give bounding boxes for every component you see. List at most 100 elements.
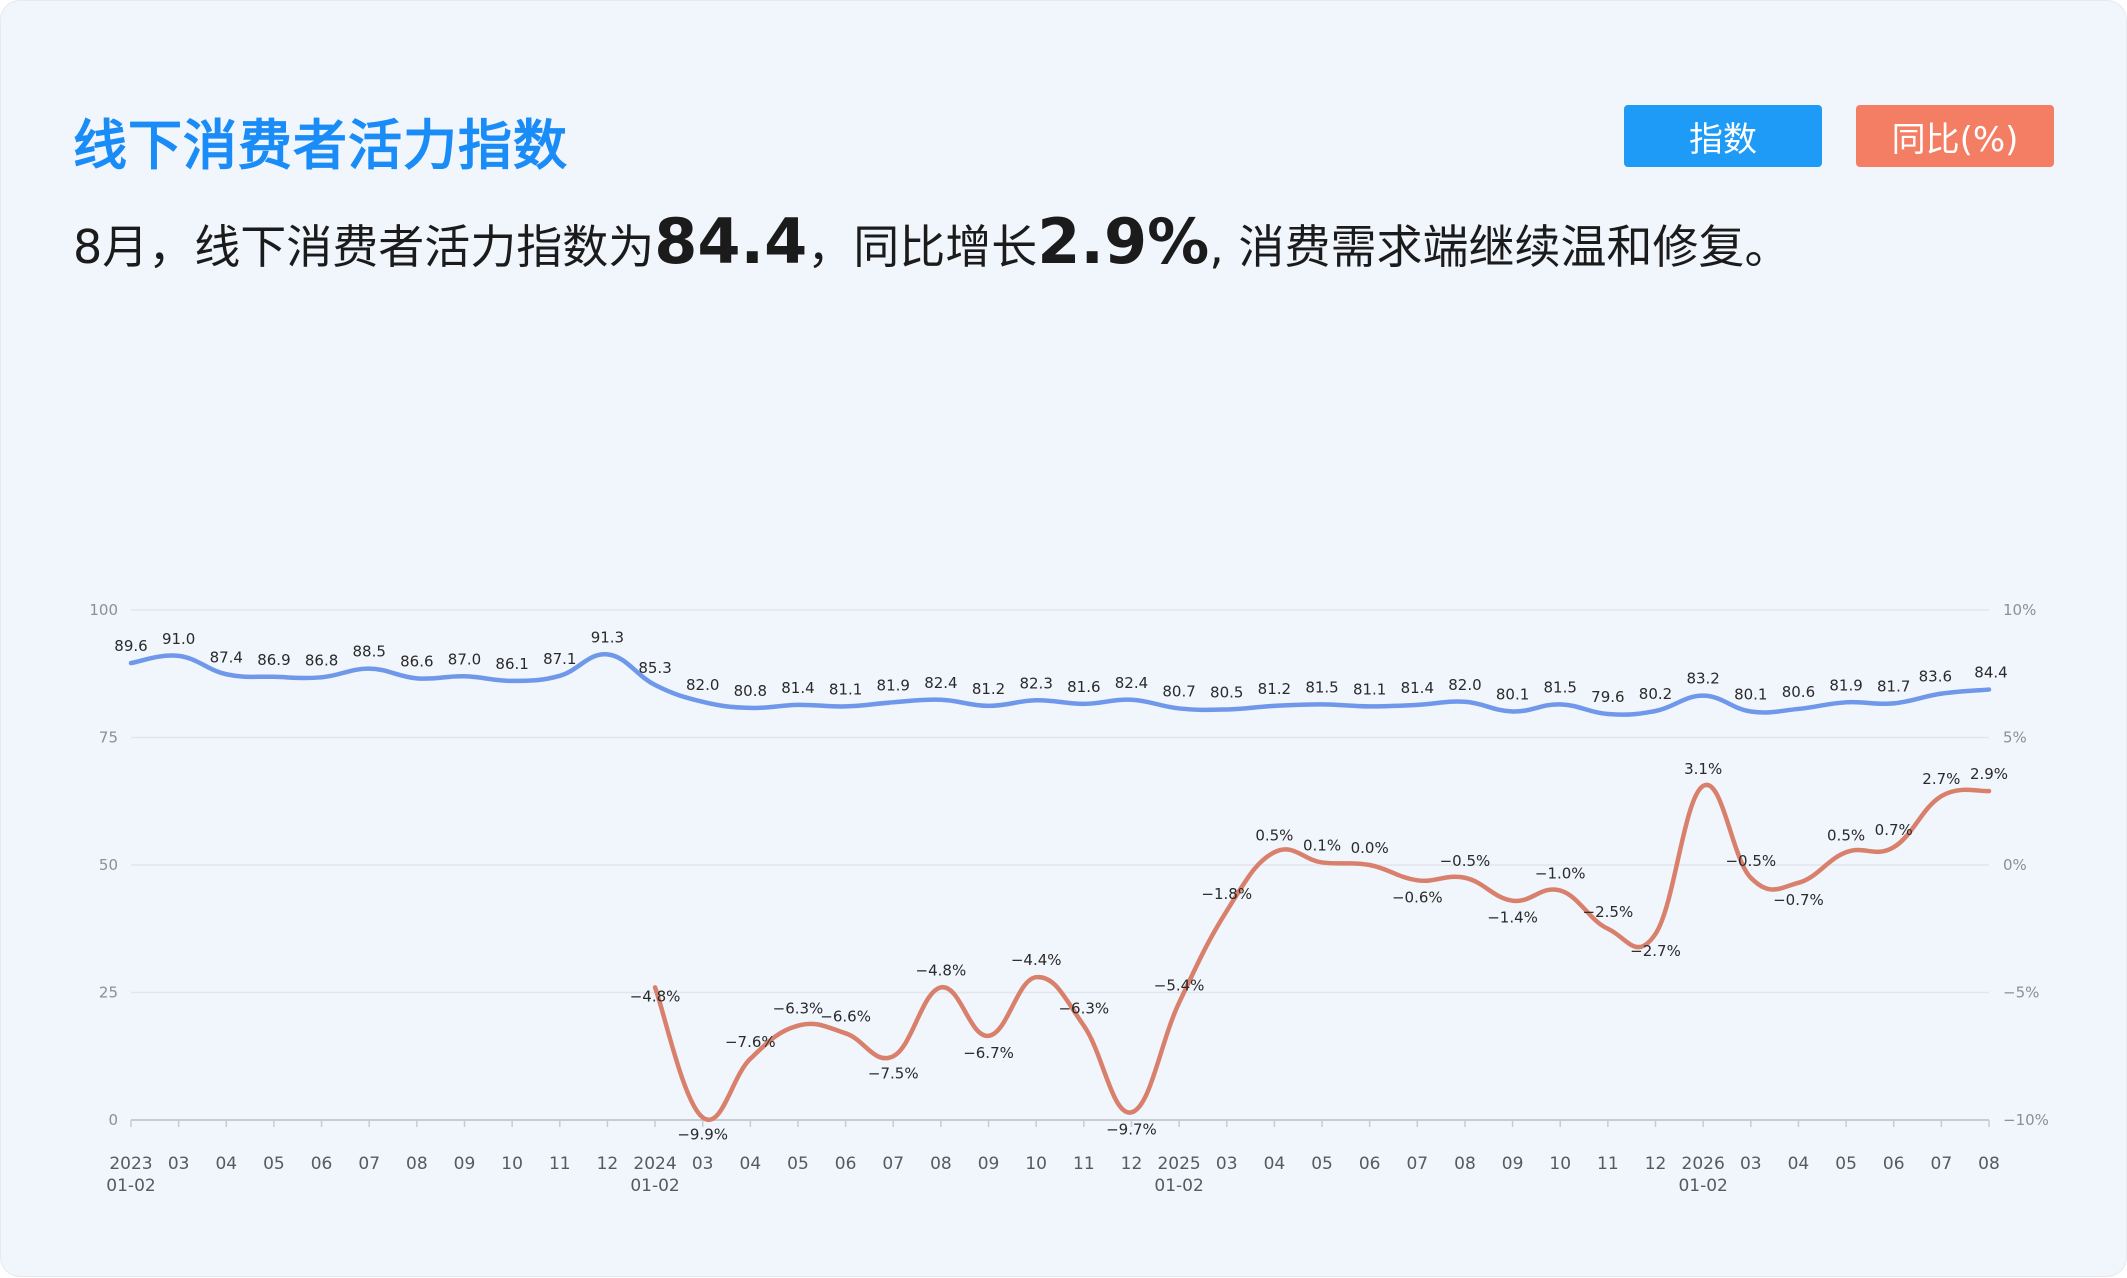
x-tick-label: 2026 — [1682, 1154, 1725, 1174]
index-point — [1939, 691, 1944, 696]
x-tick-label: 04 — [215, 1154, 237, 1174]
index-data-label: 81.4 — [781, 679, 814, 697]
yoy-toggle-button[interactable]: 同比(%) — [1856, 105, 2054, 167]
left-axis-tick-label: 0 — [108, 1111, 118, 1129]
index-data-label: 81.5 — [1305, 678, 1338, 696]
x-tick-label: 12 — [597, 1154, 619, 1174]
yoy-data-label: −6.3% — [773, 1000, 824, 1018]
right-axis-tick-label: 0% — [2003, 856, 2027, 874]
index-point — [1129, 697, 1134, 702]
x-tick-label: 03 — [692, 1154, 714, 1174]
index-point — [319, 675, 324, 680]
index-data-label: 91.0 — [162, 630, 195, 648]
x-tick-label: 07 — [358, 1154, 380, 1174]
yoy-point — [1558, 888, 1563, 893]
x-tick-label: 03 — [1216, 1154, 1238, 1174]
x-tick-label: 04 — [740, 1154, 762, 1174]
yoy-data-label: −5.4% — [1154, 977, 1205, 995]
right-axis-tick-label: 10% — [2003, 601, 2036, 619]
yoy-data-label: 0.1% — [1303, 836, 1341, 854]
x-tick-label: 12 — [1121, 1154, 1143, 1174]
index-point — [795, 702, 800, 707]
yoy-data-label: −6.3% — [1058, 1000, 1109, 1018]
index-data-label: 89.6 — [114, 637, 147, 655]
yoy-point — [653, 985, 658, 990]
index-data-label: 81.9 — [877, 676, 910, 694]
yoy-data-label: 0.5% — [1255, 826, 1293, 844]
index-data-label: 80.8 — [734, 682, 767, 700]
index-point — [748, 705, 753, 710]
index-data-label: 85.3 — [638, 659, 671, 677]
x-tick-label: 08 — [930, 1154, 952, 1174]
index-point — [1272, 703, 1277, 708]
index-data-label: 80.6 — [1782, 683, 1815, 701]
x-tick-sublabel: 01-02 — [630, 1176, 679, 1196]
summary-yoy-value: 2.9% — [1037, 205, 1210, 278]
yoy-data-label: −7.5% — [868, 1064, 919, 1082]
x-tick-label: 08 — [1454, 1154, 1476, 1174]
yoy-point — [1605, 926, 1610, 931]
x-tick-label: 06 — [1359, 1154, 1381, 1174]
yoy-data-label: −7.6% — [725, 1033, 776, 1051]
x-tick-label: 09 — [454, 1154, 476, 1174]
yoy-point — [1367, 863, 1372, 867]
x-tick-label: 06 — [311, 1154, 333, 1174]
index-point — [367, 666, 372, 671]
x-tick-label: 07 — [1406, 1154, 1428, 1174]
x-tick-label: 04 — [1264, 1154, 1286, 1174]
index-data-label: 86.9 — [257, 651, 290, 669]
x-tick-label: 08 — [1978, 1154, 2000, 1174]
right-axis-tick-label: −5% — [2003, 984, 2039, 1002]
x-tick-label: 2024 — [633, 1154, 676, 1174]
x-tick-label: 04 — [1788, 1154, 1810, 1174]
index-data-label: 88.5 — [353, 643, 386, 661]
index-data-label: 87.0 — [448, 650, 481, 668]
yoy-point — [1415, 878, 1420, 883]
index-point — [1462, 699, 1467, 704]
yoy-point — [1891, 845, 1896, 850]
x-tick-label: 03 — [1740, 1154, 1762, 1174]
yoy-point — [1129, 1110, 1134, 1115]
yoy-data-label: −6.6% — [820, 1007, 871, 1025]
index-point — [176, 653, 181, 658]
yoy-point — [1081, 1023, 1086, 1028]
yoy-point — [1034, 975, 1039, 980]
index-point — [462, 674, 467, 679]
x-tick-label: 05 — [1835, 1154, 1857, 1174]
index-data-label: 82.0 — [686, 676, 719, 694]
yoy-point — [1224, 908, 1229, 913]
index-toggle-button[interactable]: 指数 — [1624, 105, 1822, 167]
x-tick-label: 2025 — [1157, 1154, 1200, 1174]
yoy-data-label: −4.8% — [630, 987, 681, 1005]
index-data-label: 79.6 — [1591, 688, 1624, 706]
x-tick-label: 11 — [1597, 1154, 1619, 1174]
x-tick-label: 2023 — [109, 1154, 152, 1174]
index-data-label: 82.0 — [1448, 676, 1481, 694]
index-data-label: 81.5 — [1544, 678, 1577, 696]
index-point — [1558, 702, 1563, 707]
yoy-data-label: 0.7% — [1875, 821, 1913, 839]
yoy-point — [1987, 789, 1991, 794]
right-axis-tick-label: 5% — [2003, 729, 2027, 747]
index-point — [1081, 701, 1086, 706]
index-data-label: 86.6 — [400, 652, 433, 670]
yoy-data-label: −0.5% — [1725, 852, 1776, 870]
yoy-data-label: 0.5% — [1827, 826, 1865, 844]
yoy-data-label: −1.4% — [1487, 909, 1538, 927]
index-data-label: 81.2 — [972, 680, 1005, 698]
x-tick-sublabel: 01-02 — [1154, 1176, 1203, 1196]
yoy-data-label: −0.6% — [1392, 888, 1443, 906]
index-point — [843, 704, 848, 709]
index-data-label: 84.4 — [1974, 664, 2007, 682]
x-tick-label: 09 — [1502, 1154, 1524, 1174]
x-tick-sublabel: 01-02 — [106, 1176, 155, 1196]
index-data-label: 80.5 — [1210, 683, 1243, 701]
yoy-data-label: −4.4% — [1011, 951, 1062, 969]
yoy-point — [891, 1054, 896, 1059]
index-point — [891, 700, 896, 705]
summary-part1: 8月，线下消费者活力指数为 — [73, 220, 655, 274]
yoy-data-label: 2.7% — [1922, 770, 1960, 788]
yoy-point — [1748, 875, 1753, 880]
yoy-data-label: −1.0% — [1535, 865, 1586, 883]
